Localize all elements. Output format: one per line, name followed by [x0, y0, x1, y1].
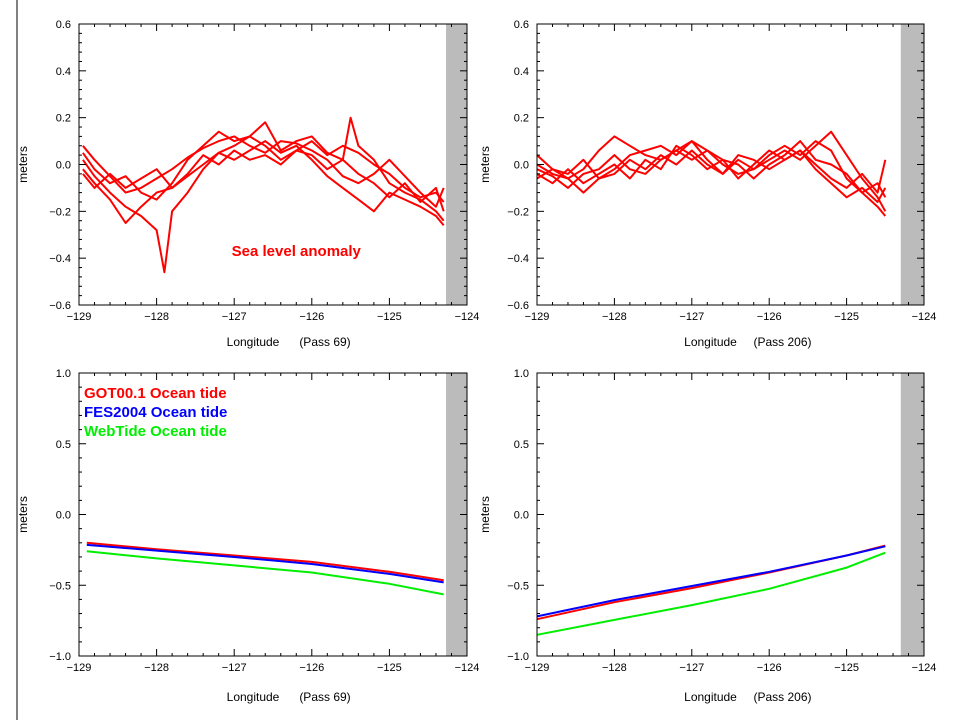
y-tick-label: −0.6 — [507, 300, 529, 312]
y-axis-label: meters — [478, 496, 492, 533]
x-tick-label: −128 — [602, 311, 627, 323]
y-tick-label: 0.2 — [514, 113, 529, 125]
y-tick-label: −0.6 — [49, 300, 71, 312]
panel-top-left: −129 −128 −127 −126 −125 −124 −0.6 −0.4 −0.2 0.0 0… — [16, 19, 479, 349]
x-tick-label: −127 — [679, 662, 704, 674]
y-tick-label: 0.0 — [56, 510, 71, 522]
x-tick-label: −126 — [299, 662, 324, 674]
x-tick-label: −128 — [602, 662, 627, 674]
series-line-4 — [536, 149, 887, 194]
y-axis-label: meters — [16, 146, 30, 183]
series-line-4 — [82, 149, 445, 212]
series-line-1 — [82, 116, 445, 274]
x-axis-label: Longitude — [684, 335, 737, 349]
x-axis-label-pass: (Pass 69) — [299, 335, 350, 349]
y-tick-label: 0.0 — [56, 160, 71, 172]
y-tick-label: 0.2 — [56, 113, 71, 125]
y-tick-label: 0.6 — [56, 19, 71, 31]
series-line-2 — [82, 140, 445, 227]
plot-frame — [78, 23, 468, 306]
y-tick-label: −1.0 — [507, 651, 529, 663]
y-tick-label: 0.5 — [514, 439, 529, 451]
x-tick-label: −125 — [377, 662, 402, 674]
y-tick-label: −0.5 — [49, 580, 71, 592]
plot-frame — [536, 372, 925, 657]
y-tick-label: 0.4 — [514, 66, 529, 78]
panel-top-right: −129 −128 −127 −126 −125 −124 −0.6 −0.4 −0.2 0.0 0… — [478, 19, 936, 349]
series-line-0 — [86, 541, 444, 582]
x-tick-label: −124 — [455, 662, 480, 674]
x-axis-label-pass: (Pass 206) — [753, 335, 811, 349]
x-tick-label: −129 — [67, 662, 92, 674]
series-line-0 — [536, 135, 887, 198]
y-tick-label: 0.4 — [56, 66, 71, 78]
x-axis-label: Longitude — [684, 690, 737, 704]
x-tick-label: −128 — [144, 311, 169, 323]
legend: GOT00.1 Ocean tide FES2004 Ocean tide We… — [84, 385, 227, 440]
y-tick-label: −0.4 — [49, 253, 71, 265]
y-tick-label: 0.0 — [514, 510, 529, 522]
x-tick-label: −124 — [455, 311, 480, 323]
panel-bottom-right: −129 −128 −127 −126 −125 −124 −1.0 −0.5 0.0 0.5 1.… — [478, 368, 936, 704]
y-tick-label: 0.6 — [514, 19, 529, 31]
series-line-2 — [536, 551, 886, 636]
x-tick-label: −126 — [757, 311, 782, 323]
panel-bottom-left: −129 −128 −127 −126 −125 −124 −1.0 −0.5 0.0 0.5 1.… — [16, 368, 479, 704]
x-axis-label-pass: (Pass 69) — [299, 690, 350, 704]
x-tick-label: −127 — [222, 311, 247, 323]
x-tick-label: −129 — [525, 311, 550, 323]
y-tick-label: 1.0 — [514, 368, 529, 380]
series-line-2 — [86, 550, 444, 596]
series-line-1 — [86, 543, 444, 584]
y-axis-label: meters — [478, 146, 492, 183]
legend-webtide: WebTide Ocean tide — [84, 423, 227, 440]
y-tick-label: −1.0 — [49, 651, 71, 663]
x-tick-label: −124 — [912, 311, 937, 323]
y-tick-label: −0.2 — [507, 206, 529, 218]
annotation: Sea level anomaly — [232, 243, 362, 260]
x-tick-label: −129 — [67, 311, 92, 323]
y-tick-label: 1.0 — [56, 368, 71, 380]
x-tick-label: −125 — [834, 311, 859, 323]
x-tick-label: −127 — [222, 662, 247, 674]
x-axis-label-pass: (Pass 206) — [753, 690, 811, 704]
y-axis-label: meters — [16, 496, 30, 533]
x-tick-label: −128 — [144, 662, 169, 674]
x-tick-label: −125 — [377, 311, 402, 323]
y-tick-label: −0.2 — [49, 206, 71, 218]
x-axis-label: Longitude — [227, 690, 280, 704]
y-tick-label: 0.0 — [514, 160, 529, 172]
series-line-1 — [536, 545, 886, 618]
y-tick-label: 0.5 — [56, 439, 71, 451]
series-line-3 — [82, 130, 445, 203]
y-tick-label: −0.5 — [507, 580, 529, 592]
land-band — [900, 24, 924, 305]
legend-got: GOT00.1 Ocean tide — [84, 385, 227, 402]
y-tick-label: −0.4 — [507, 253, 529, 265]
x-tick-label: −124 — [912, 662, 937, 674]
x-tick-label: −127 — [679, 311, 704, 323]
x-axis-label: Longitude — [227, 335, 280, 349]
legend-fes: FES2004 Ocean tide — [84, 404, 227, 421]
land-band — [446, 24, 467, 305]
x-tick-label: −126 — [299, 311, 324, 323]
series-line-1 — [536, 130, 887, 212]
x-tick-label: −129 — [525, 662, 550, 674]
x-tick-label: −125 — [834, 662, 859, 674]
series-line-3 — [536, 140, 887, 217]
series-line-0 — [82, 135, 445, 208]
x-tick-label: −126 — [757, 662, 782, 674]
